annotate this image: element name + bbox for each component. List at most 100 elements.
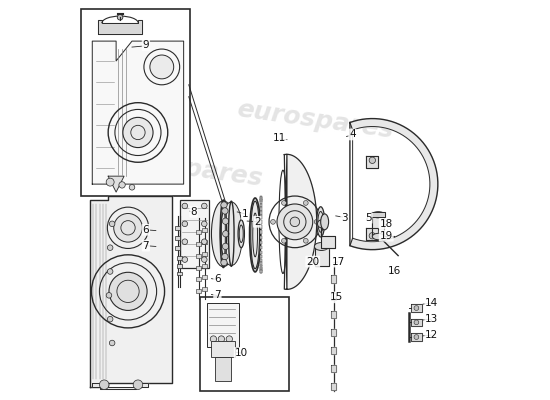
Bar (260, 201, 262, 204)
Circle shape (304, 238, 308, 243)
Polygon shape (90, 196, 172, 387)
Bar (260, 198, 262, 202)
Polygon shape (332, 347, 336, 354)
Text: 14: 14 (425, 298, 438, 308)
Circle shape (315, 220, 319, 224)
Circle shape (222, 254, 228, 260)
Circle shape (221, 259, 227, 266)
Bar (196, 230, 201, 234)
Circle shape (304, 200, 308, 205)
Polygon shape (350, 118, 438, 250)
Ellipse shape (372, 212, 384, 218)
Circle shape (414, 335, 419, 340)
Ellipse shape (250, 198, 261, 272)
Circle shape (123, 117, 153, 148)
Bar (175, 236, 180, 240)
Bar (260, 211, 262, 215)
Bar (175, 246, 180, 250)
Bar (260, 225, 262, 229)
Circle shape (182, 239, 188, 244)
Polygon shape (315, 248, 329, 266)
Circle shape (109, 340, 115, 346)
Ellipse shape (321, 214, 329, 230)
Text: 7: 7 (142, 241, 149, 251)
Bar (196, 289, 201, 293)
Bar (260, 230, 262, 234)
Circle shape (221, 202, 227, 208)
Circle shape (210, 336, 217, 342)
Ellipse shape (220, 202, 243, 266)
Circle shape (222, 208, 228, 214)
Bar (260, 196, 262, 200)
Ellipse shape (238, 220, 244, 248)
Circle shape (133, 380, 143, 390)
Bar (260, 255, 262, 258)
Circle shape (369, 157, 376, 164)
Bar (202, 240, 207, 244)
Text: 15: 15 (330, 292, 343, 302)
Text: 17: 17 (332, 256, 345, 266)
Bar (180, 200, 210, 268)
Circle shape (290, 217, 300, 227)
Polygon shape (332, 365, 336, 372)
Circle shape (150, 55, 174, 79)
Circle shape (201, 203, 207, 209)
Text: 6: 6 (142, 225, 149, 235)
Ellipse shape (317, 207, 324, 237)
Polygon shape (411, 319, 422, 326)
Polygon shape (372, 216, 384, 236)
Bar (260, 241, 262, 244)
Text: 5: 5 (365, 213, 372, 223)
Text: 4: 4 (349, 130, 356, 140)
Bar (260, 220, 262, 224)
Text: 12: 12 (425, 330, 438, 340)
Polygon shape (332, 276, 336, 283)
Text: 1: 1 (242, 209, 249, 219)
Text: 19: 19 (379, 231, 393, 241)
Ellipse shape (315, 242, 329, 250)
Bar (175, 226, 180, 230)
Bar (177, 264, 183, 268)
Circle shape (100, 380, 109, 390)
Bar (260, 197, 262, 200)
Bar (260, 236, 262, 239)
Bar (207, 303, 239, 347)
Bar (202, 252, 207, 256)
Text: 20: 20 (306, 256, 320, 266)
Bar (260, 207, 262, 211)
Circle shape (182, 257, 188, 262)
Circle shape (119, 182, 125, 188)
Polygon shape (92, 383, 148, 389)
Polygon shape (108, 176, 124, 192)
Polygon shape (284, 154, 317, 289)
Circle shape (182, 221, 188, 227)
Bar (260, 262, 262, 266)
Circle shape (107, 245, 113, 250)
Circle shape (226, 336, 233, 342)
Circle shape (106, 178, 114, 186)
Circle shape (218, 336, 224, 342)
Bar (196, 242, 201, 246)
Bar (260, 265, 262, 269)
Bar (211, 341, 235, 357)
Bar (81, 8, 190, 196)
Bar (216, 357, 232, 381)
Circle shape (271, 220, 276, 224)
Bar (260, 246, 262, 249)
Circle shape (106, 292, 112, 298)
Circle shape (222, 243, 229, 250)
Text: 13: 13 (425, 314, 438, 324)
Text: 2: 2 (254, 217, 261, 227)
Ellipse shape (372, 233, 384, 240)
Circle shape (107, 269, 113, 274)
Text: 10: 10 (235, 348, 248, 358)
Circle shape (201, 221, 207, 227)
Bar (202, 287, 207, 291)
Text: 3: 3 (341, 213, 348, 223)
Text: 8: 8 (190, 207, 197, 217)
Polygon shape (411, 333, 422, 341)
Polygon shape (366, 156, 378, 168)
Text: 7: 7 (214, 290, 221, 300)
Polygon shape (332, 383, 336, 390)
Circle shape (114, 214, 142, 242)
